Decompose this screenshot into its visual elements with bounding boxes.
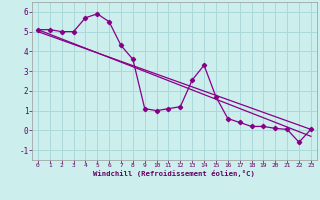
X-axis label: Windchill (Refroidissement éolien,°C): Windchill (Refroidissement éolien,°C): [93, 170, 255, 177]
